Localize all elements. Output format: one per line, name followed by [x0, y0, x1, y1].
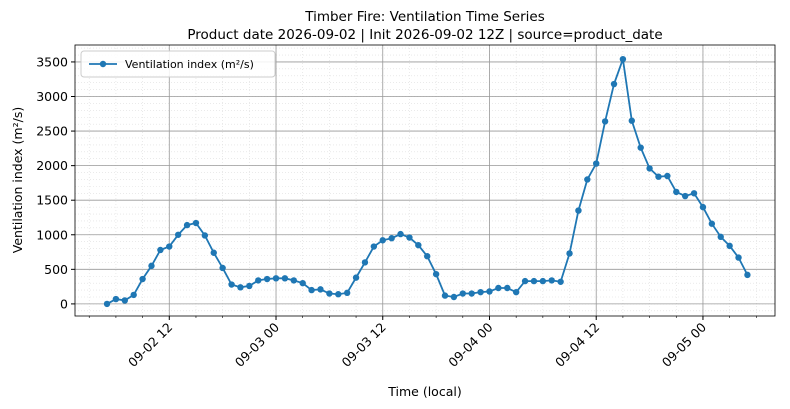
- point: [272, 275, 280, 282]
- point: [744, 271, 751, 279]
- y-tick-label: 3500: [36, 54, 68, 69]
- point: [299, 279, 306, 287]
- point: [566, 250, 573, 257]
- point: [317, 286, 324, 293]
- y-tick-label: 0: [60, 296, 68, 311]
- point: [628, 117, 635, 124]
- point: [246, 282, 253, 290]
- plot-frame: [74, 44, 776, 317]
- point: [468, 290, 475, 297]
- x-tick-label: 09-05 00: [659, 319, 709, 369]
- point: [593, 160, 600, 167]
- point: [459, 290, 467, 297]
- y-tick-label: 2000: [36, 158, 68, 173]
- point: [664, 172, 671, 180]
- point: [690, 190, 698, 197]
- point: [361, 259, 369, 266]
- point: [477, 288, 484, 296]
- point: [343, 289, 351, 297]
- point: [512, 288, 520, 296]
- point: [735, 254, 742, 261]
- point: [139, 275, 146, 283]
- point: [575, 207, 582, 214]
- point: [637, 144, 644, 151]
- y-axis-label: Ventilation index (m²/s): [10, 107, 25, 253]
- point: [601, 118, 609, 125]
- point: [521, 277, 529, 285]
- point: [548, 277, 555, 284]
- point: [308, 286, 315, 294]
- y-tick-label: 1500: [36, 193, 68, 208]
- legend-label: Ventilation index (m²/s): [125, 58, 254, 71]
- chart-title: Timber Fire: Ventilation Time Series: [304, 9, 545, 25]
- point: [183, 221, 191, 229]
- point: [263, 275, 271, 283]
- point: [397, 230, 404, 238]
- point: [370, 243, 378, 250]
- point: [335, 291, 342, 298]
- y-tick-label: 1000: [36, 227, 68, 242]
- point: [326, 290, 333, 297]
- point: [388, 235, 395, 242]
- y-tick-label: 500: [44, 262, 68, 277]
- point: [166, 243, 173, 250]
- point: [201, 232, 209, 239]
- point: [228, 281, 235, 288]
- point: [673, 188, 680, 196]
- point: [610, 80, 618, 88]
- point: [281, 275, 289, 282]
- point: [530, 277, 538, 285]
- point: [495, 284, 502, 292]
- point: [379, 237, 386, 244]
- point: [290, 277, 298, 284]
- point: [210, 249, 217, 256]
- point: [406, 234, 413, 241]
- point: [441, 292, 449, 299]
- series-line: [106, 58, 749, 305]
- point: [699, 203, 707, 211]
- legend-marker: [99, 60, 107, 68]
- y-tick-label: 3000: [36, 89, 68, 104]
- x-tick-label: 09-02 12: [125, 320, 175, 370]
- point: [352, 274, 360, 281]
- point: [539, 277, 547, 285]
- point: [255, 277, 262, 284]
- point: [415, 241, 422, 249]
- point: [174, 231, 182, 238]
- point: [681, 192, 689, 200]
- point: [557, 278, 564, 285]
- point: [148, 262, 155, 270]
- point: [219, 264, 226, 272]
- point: [726, 242, 733, 250]
- point: [646, 165, 653, 172]
- x-tick-label: 09-04 00: [445, 319, 495, 369]
- point: [121, 297, 129, 304]
- point: [619, 55, 627, 63]
- x-tick-label: 09-03 00: [232, 319, 282, 369]
- point: [432, 270, 440, 278]
- point: [708, 220, 716, 227]
- legend-box: [80, 50, 276, 78]
- point: [192, 219, 200, 227]
- x-axis-label: Time (local): [387, 384, 461, 399]
- point: [157, 246, 164, 254]
- point: [584, 176, 591, 183]
- x-tick-label: 09-04 12: [552, 320, 602, 370]
- point: [717, 233, 724, 241]
- point: [130, 291, 137, 299]
- point: [112, 295, 120, 303]
- point: [103, 300, 111, 308]
- point: [504, 284, 511, 292]
- chart-subtitle: Product date 2026-09-02 | Init 2026-09-0…: [187, 27, 662, 43]
- point: [424, 253, 431, 260]
- point: [655, 173, 662, 180]
- point: [237, 284, 244, 291]
- point: [450, 293, 458, 301]
- y-tick-label: 2500: [36, 124, 68, 139]
- x-tick-label: 09-03 12: [339, 320, 389, 370]
- point: [486, 288, 493, 295]
